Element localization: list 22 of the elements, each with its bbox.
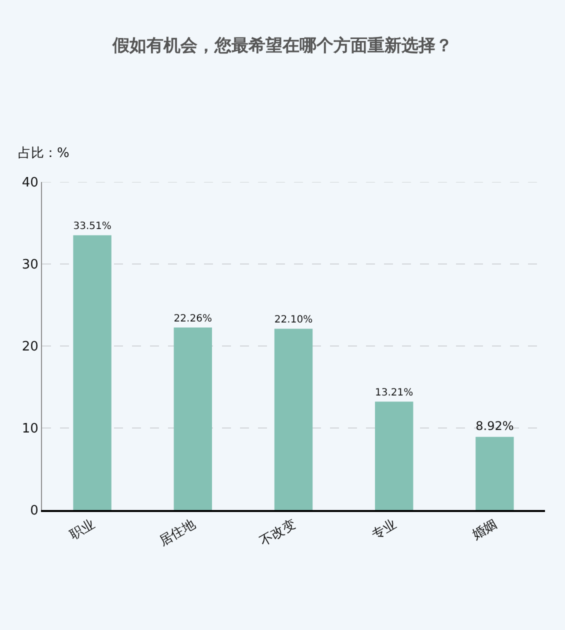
- y-axis-title: 占比：%: [18, 146, 70, 161]
- y-tick-label: 20: [22, 340, 38, 355]
- bar: [174, 327, 212, 510]
- data-label: 22.10%: [274, 314, 313, 326]
- x-tick-label: 婚姻: [470, 516, 500, 543]
- x-tick-label: 不改变: [257, 516, 299, 550]
- y-tick-label: 10: [22, 422, 38, 437]
- bar: [274, 328, 313, 510]
- y-tick-label: 0: [30, 504, 38, 519]
- data-label: 13.21%: [375, 388, 414, 399]
- chart-title: 假如有机会，您最希望在哪个方面重新选择？: [112, 36, 452, 56]
- bar: [73, 235, 112, 510]
- y-tick-label: 40: [22, 176, 38, 191]
- bar: [476, 436, 514, 510]
- x-tick-label: 专业: [369, 516, 400, 543]
- x-tick-label: 职业: [68, 516, 98, 543]
- data-label: 22.26%: [174, 313, 212, 324]
- data-label: 8.92%: [476, 419, 514, 434]
- y-tick-label: 30: [22, 258, 38, 273]
- bar: [374, 402, 414, 510]
- data-label: 33.51%: [73, 221, 112, 232]
- x-tick-label: 居住地: [156, 516, 198, 550]
